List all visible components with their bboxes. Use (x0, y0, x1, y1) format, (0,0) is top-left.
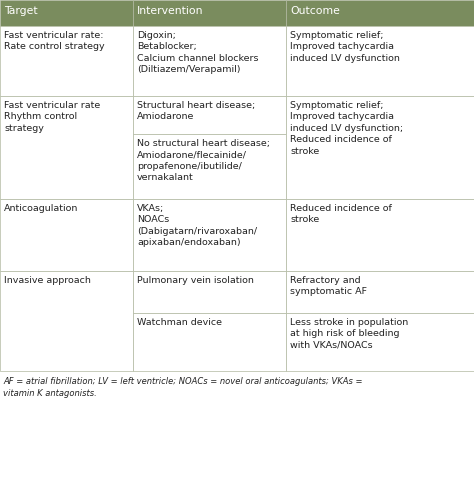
Bar (133, 0, 286, 26)
Bar (133, 271, 286, 313)
Text: Pulmonary vein isolation: Pulmonary vein isolation (137, 276, 254, 285)
Text: Digoxin;
Betablocker;
Calcium channel blockers
(Diltiazem/Verapamil): Digoxin; Betablocker; Calcium channel bl… (137, 31, 258, 74)
Bar (133, 26, 286, 96)
Text: Watchman device: Watchman device (137, 318, 222, 327)
Bar (0, 26, 133, 96)
Text: No structural heart disease;
Amiodarone/flecainide/
propafenone/ibutilide/
verna: No structural heart disease; Amiodarone/… (137, 139, 270, 183)
Bar (286, 313, 474, 371)
Bar (286, 199, 474, 271)
Text: Refractory and
symptomatic AF: Refractory and symptomatic AF (290, 276, 367, 297)
Bar (0, 0, 133, 26)
Text: Symptomatic relief;
Improved tachycardia
induced LV dysfunction: Symptomatic relief; Improved tachycardia… (290, 31, 400, 63)
Text: Symptomatic relief;
Improved tachycardia
induced LV dysfunction;
Reduced inciden: Symptomatic relief; Improved tachycardia… (290, 101, 403, 156)
Text: Target: Target (4, 6, 37, 16)
Bar (0, 199, 133, 271)
Text: VKAs;
NOACs
(Dabigatarn/rivaroxaban/
apixaban/endoxaban): VKAs; NOACs (Dabigatarn/rivaroxaban/ api… (137, 204, 257, 248)
Text: Reduced incidence of
stroke: Reduced incidence of stroke (290, 204, 392, 225)
Bar (0, 271, 133, 371)
Text: AF = atrial fibrillation; LV = left ventricle; NOACs = novel oral anticoagulants: AF = atrial fibrillation; LV = left vent… (3, 377, 363, 398)
Text: Fast ventricular rate:
Rate control strategy: Fast ventricular rate: Rate control stra… (4, 31, 105, 52)
Text: Invasive approach: Invasive approach (4, 276, 91, 285)
Text: Outcome: Outcome (290, 6, 340, 16)
Text: Fast ventricular rate
Rhythm control
strategy: Fast ventricular rate Rhythm control str… (4, 101, 100, 133)
Text: Less stroke in population
at high risk of bleeding
with VKAs/NOACs: Less stroke in population at high risk o… (290, 318, 408, 350)
Text: Anticoagulation: Anticoagulation (4, 204, 78, 213)
Bar (0, 96, 133, 199)
Bar (286, 271, 474, 313)
Bar (286, 96, 474, 199)
Bar (286, 0, 474, 26)
Bar (133, 134, 286, 199)
Bar (133, 96, 286, 134)
Text: Intervention: Intervention (137, 6, 203, 16)
Bar (286, 26, 474, 96)
Bar (133, 199, 286, 271)
Text: Structural heart disease;
Amiodarone: Structural heart disease; Amiodarone (137, 101, 255, 122)
Bar (133, 313, 286, 371)
